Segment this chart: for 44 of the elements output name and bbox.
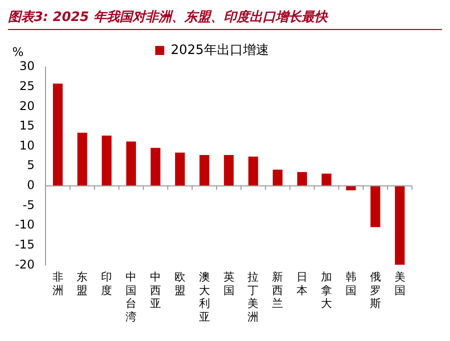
y-tick-label: 10 [19, 138, 35, 152]
bar [102, 136, 112, 186]
x-tick-label: 日本 [296, 270, 308, 297]
bar [346, 186, 356, 190]
y-tick-label: 0 [26, 178, 35, 192]
bar [150, 148, 160, 186]
y-tick-label: -20 [14, 257, 35, 272]
y-tick-label: 30 [19, 59, 35, 74]
x-tick-label: 韩国 [345, 270, 356, 297]
x-tick-label: 中西亚 [150, 270, 162, 310]
x-tick-label: 加拿大 [321, 270, 332, 310]
legend-label: 2025年出口增速 [170, 42, 269, 58]
bar [126, 142, 136, 186]
x-tick-label: 俄罗斯 [370, 270, 381, 310]
bar [322, 174, 332, 186]
x-tick-label: 美国 [394, 270, 406, 297]
bar [272, 170, 283, 186]
y-tick-label: -5 [22, 198, 35, 212]
x-tick-label: 英国 [223, 270, 234, 297]
bar [370, 186, 380, 228]
chart-title: 图表3: 2025 年我国对非洲、东盟、印度出口增长最快 [8, 8, 442, 30]
bar [52, 84, 63, 186]
y-tick-label: -15 [14, 238, 35, 252]
bar [248, 156, 258, 186]
bar [297, 172, 307, 186]
bar [224, 155, 234, 186]
y-axis-title: % [12, 45, 24, 60]
x-tick-label: 澳大利亚 [198, 270, 210, 324]
bar [175, 152, 185, 186]
y-tick-label: 5 [26, 158, 35, 172]
x-tick-label: 新西兰 [272, 270, 284, 310]
x-tick-label: 非洲 [52, 270, 64, 297]
y-tick-label: 25 [19, 78, 35, 93]
bar [199, 155, 210, 186]
y-tick-label: -10 [14, 218, 35, 232]
bar [394, 186, 405, 265]
y-tick-label: 15 [19, 118, 35, 133]
x-tick-label: 东盟 [76, 270, 88, 297]
x-tick-label: 中国台湾 [126, 270, 137, 324]
y-tick-label: 20 [19, 98, 35, 113]
x-tick-label: 拉丁美洲 [248, 270, 259, 324]
bar [77, 132, 88, 186]
x-tick-label: 印度 [101, 270, 112, 297]
x-tick-label: 欧盟 [174, 270, 186, 297]
